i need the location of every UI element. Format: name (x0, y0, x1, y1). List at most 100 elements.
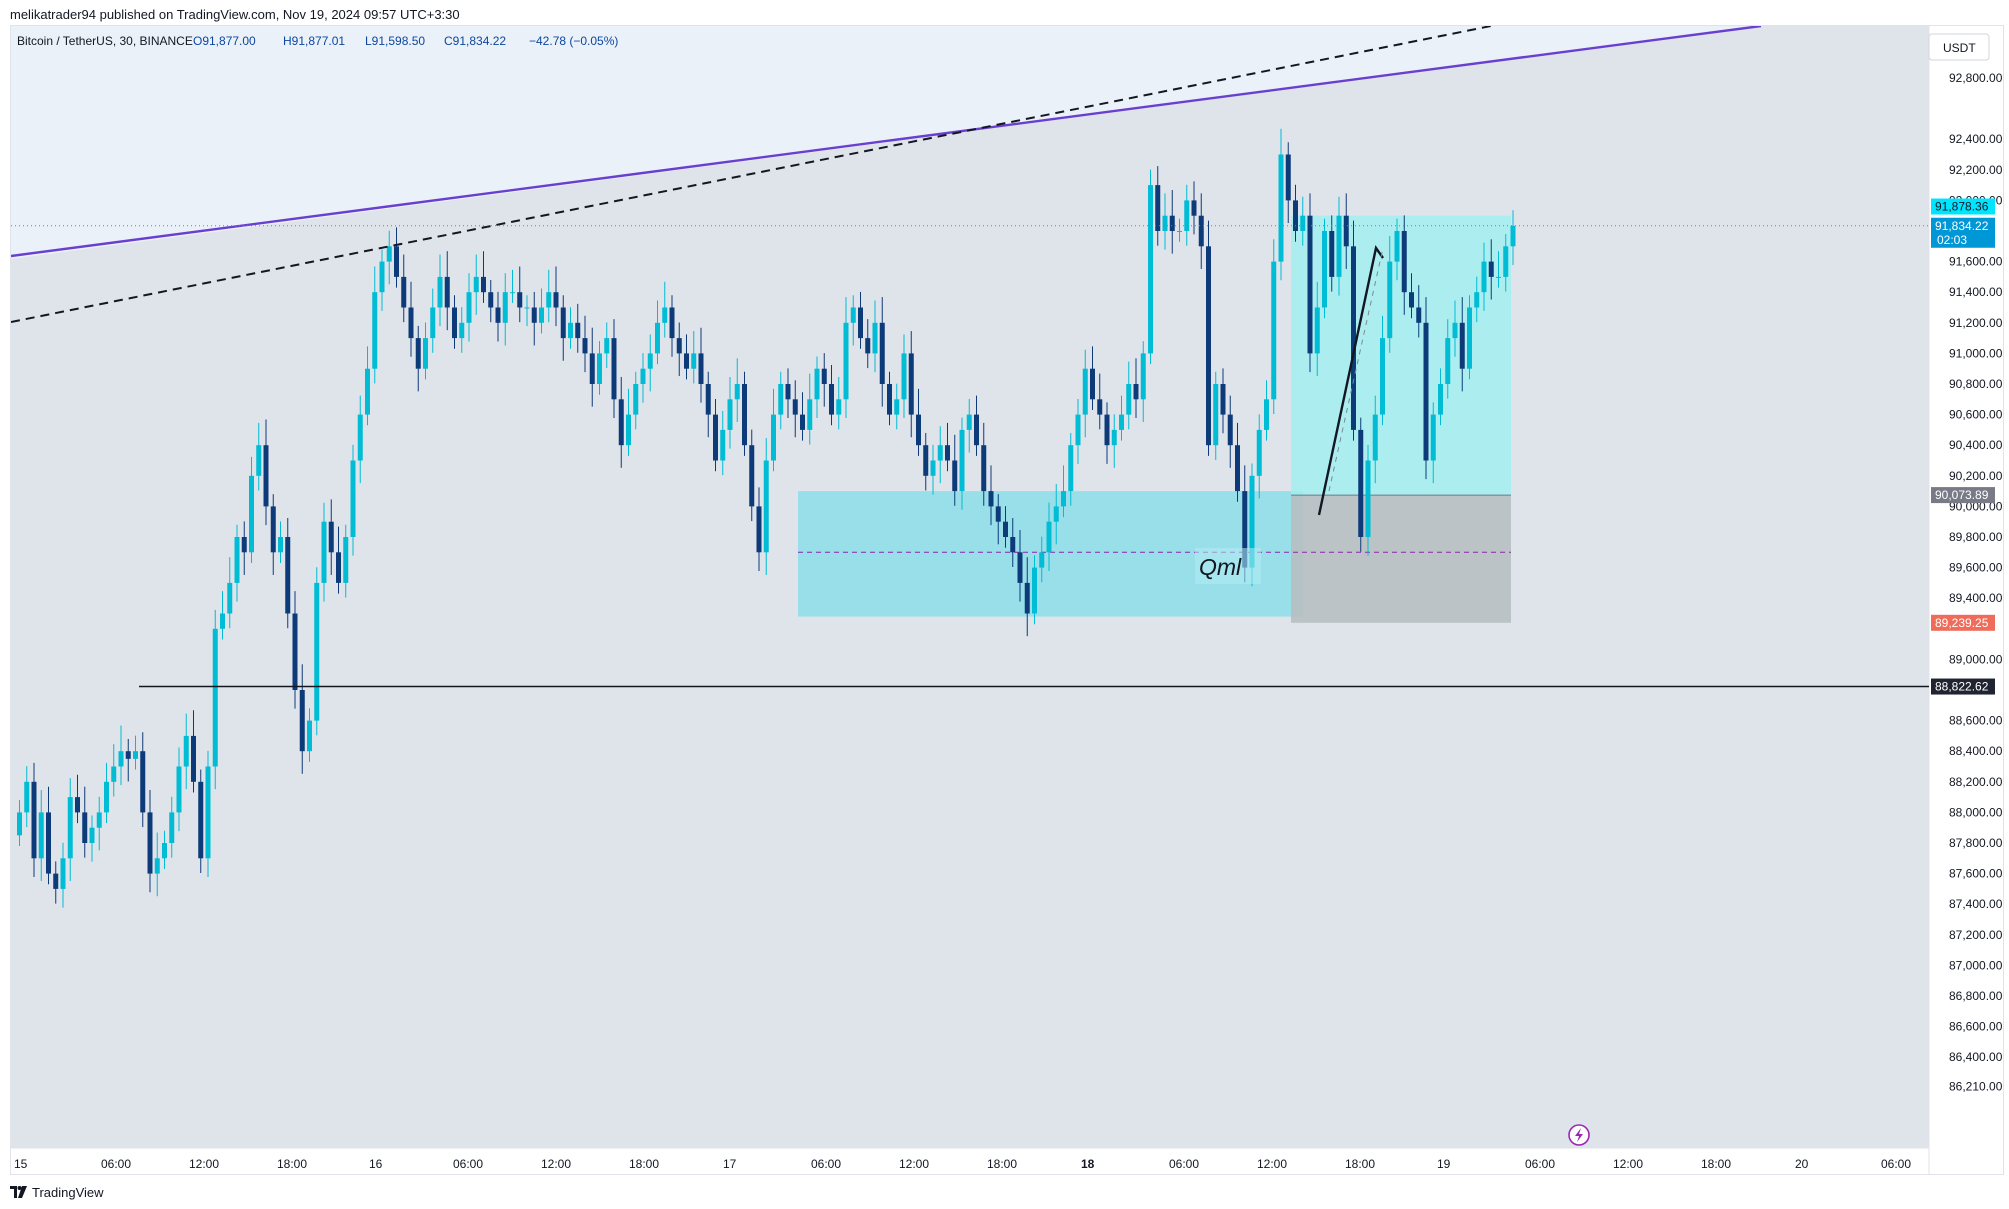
candle-body[interactable] (1264, 399, 1269, 430)
candle-body[interactable] (1488, 261, 1494, 277)
candle-body[interactable] (24, 781, 30, 813)
candle[interactable] (1053, 484, 1059, 545)
candle[interactable] (89, 815, 95, 862)
candle-body[interactable] (1293, 200, 1298, 231)
candle-body[interactable] (1329, 231, 1335, 277)
candle-body[interactable] (995, 506, 1001, 522)
candle-body[interactable] (75, 797, 80, 813)
candle[interactable] (24, 766, 30, 828)
candle[interactable] (640, 353, 646, 403)
candle-body[interactable] (1256, 429, 1262, 476)
candle-body[interactable] (1409, 292, 1414, 308)
candle-body[interactable] (974, 414, 979, 446)
candle[interactable] (995, 494, 1001, 545)
candle[interactable] (1336, 196, 1342, 296)
candle[interactable] (829, 365, 834, 426)
candle[interactable] (104, 762, 109, 824)
candle-body[interactable] (17, 812, 22, 836)
candle[interactable] (807, 373, 813, 445)
candle-body[interactable] (1481, 261, 1487, 293)
candle[interactable] (31, 762, 37, 877)
candle-body[interactable] (1148, 185, 1153, 354)
chart-frame[interactable]: 92,800.0092,400.0092,200.0092,000.0091,6… (10, 24, 2004, 1175)
candle[interactable] (285, 518, 291, 629)
candle-body[interactable] (328, 521, 334, 553)
candle-body[interactable] (691, 353, 697, 369)
candle-body[interactable] (1061, 491, 1066, 507)
candle-body[interactable] (1380, 338, 1385, 415)
candle-body[interactable] (46, 812, 51, 874)
candle[interactable] (684, 334, 689, 380)
trendline-resistance[interactable] (10, 24, 1762, 258)
candle-body[interactable] (1133, 384, 1139, 400)
candle[interactable] (633, 371, 639, 430)
candle[interactable] (1285, 142, 1291, 224)
candle-body[interactable] (720, 429, 726, 461)
candle[interactable] (597, 341, 602, 395)
time-axis-bg[interactable] (11, 1148, 1929, 1174)
candle-body[interactable] (227, 582, 233, 614)
candle-body[interactable] (1039, 552, 1045, 568)
candle[interactable] (379, 249, 385, 311)
candle[interactable] (575, 303, 581, 353)
candle-body[interactable] (437, 276, 443, 308)
candle-body[interactable] (336, 552, 341, 583)
candle[interactable] (162, 830, 167, 870)
candle-body[interactable] (1184, 200, 1190, 231)
candle[interactable] (1039, 536, 1045, 583)
candle[interactable] (974, 395, 979, 456)
candle-body[interactable] (176, 766, 182, 813)
candle[interactable] (872, 300, 878, 373)
candle[interactable] (1459, 297, 1465, 392)
candle[interactable] (1329, 215, 1335, 292)
candle[interactable] (981, 422, 987, 506)
candle[interactable] (1010, 518, 1016, 567)
candle-body[interactable] (1445, 338, 1451, 384)
candle-body[interactable] (321, 521, 327, 583)
candle-body[interactable] (1242, 491, 1248, 568)
candle-body[interactable] (502, 292, 508, 323)
candle[interactable] (336, 526, 341, 594)
candle[interactable] (676, 322, 682, 377)
candle-body[interactable] (67, 797, 73, 859)
candle[interactable] (865, 319, 871, 369)
candle-body[interactable] (894, 399, 900, 415)
candle[interactable] (691, 331, 697, 384)
candle-body[interactable] (1503, 246, 1509, 277)
candle[interactable] (350, 444, 356, 556)
candle-body[interactable] (140, 751, 146, 813)
candle-body[interactable] (756, 506, 762, 553)
candle[interactable] (270, 494, 276, 575)
candle[interactable] (1111, 414, 1117, 468)
candle-body[interactable] (234, 537, 240, 583)
candle[interactable] (234, 524, 240, 602)
candle-body[interactable] (930, 460, 936, 476)
candle[interactable] (510, 269, 515, 303)
candle-body[interactable] (945, 445, 950, 461)
candle-body[interactable] (1358, 429, 1364, 537)
candle-body[interactable] (633, 384, 639, 415)
candle[interactable] (415, 325, 421, 392)
candle[interactable] (1467, 295, 1472, 380)
candle-body[interactable] (307, 720, 312, 752)
candle[interactable] (560, 295, 566, 361)
candle[interactable] (1032, 555, 1037, 625)
candle-body[interactable] (1220, 384, 1226, 415)
candle-body[interactable] (118, 751, 124, 767)
candle[interactable] (1264, 380, 1269, 441)
candle[interactable] (423, 322, 428, 380)
candle-body[interactable] (1365, 460, 1371, 538)
candle[interactable] (1394, 218, 1400, 281)
candle[interactable] (314, 567, 320, 736)
candle-body[interactable] (343, 537, 349, 583)
candle[interactable] (488, 279, 494, 323)
candle-body[interactable] (104, 781, 109, 813)
candle[interactable] (1140, 341, 1146, 422)
candle[interactable] (1372, 395, 1378, 484)
candle[interactable] (546, 269, 552, 323)
candle-body[interactable] (1496, 276, 1501, 278)
candle[interactable] (1409, 273, 1414, 319)
candle-body[interactable] (916, 414, 921, 446)
candle[interactable] (1380, 315, 1385, 426)
candle[interactable] (1177, 218, 1182, 242)
